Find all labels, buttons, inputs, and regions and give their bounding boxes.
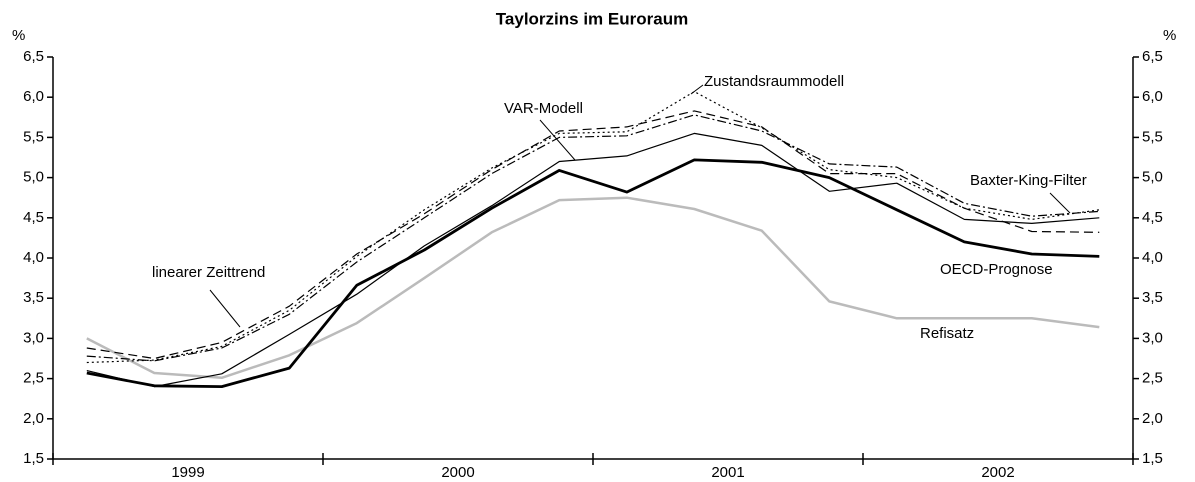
series-label: Refisatz — [920, 325, 974, 342]
series-label: linearer Zeittrend — [152, 264, 265, 281]
y-tick-label: 6,0 — [23, 88, 44, 105]
leader-line — [209, 289, 241, 328]
x-tick-label: 2002 — [981, 464, 1014, 481]
series-label: Zustandsraummodell — [704, 73, 844, 90]
y-tick-label: 4,5 — [23, 209, 44, 226]
series-line — [86, 196, 1100, 380]
series-label: Baxter-King-Filter — [970, 172, 1087, 189]
y2-unit: % — [1163, 27, 1176, 44]
y2-tick-label: 6,0 — [1142, 88, 1163, 105]
series-label: VAR-Modell — [504, 100, 583, 117]
y-tick-label: 4,0 — [23, 249, 44, 266]
y2-tick-label: 2,0 — [1142, 410, 1163, 427]
leader-line — [690, 84, 704, 95]
y2-tick-label: 3,0 — [1142, 329, 1163, 346]
chart-title: Taylorzins im Euroraum — [496, 9, 688, 28]
y-tick-label: 5,0 — [23, 169, 44, 186]
series-line — [86, 132, 1100, 388]
leader-line — [539, 119, 576, 161]
y2-tick-label: 3,5 — [1142, 289, 1163, 306]
x-tick-label: 1999 — [171, 464, 204, 481]
y2-tick-label: 4,0 — [1142, 249, 1163, 266]
leader-line — [1049, 192, 1071, 214]
y-tick-label: 6,5 — [23, 48, 44, 65]
x-tick-label: 2001 — [711, 464, 744, 481]
y-tick-label: 1,5 — [23, 450, 44, 467]
series-line — [86, 90, 1100, 364]
y2-tick-label: 6,5 — [1142, 48, 1163, 65]
x-tick-label: 2000 — [441, 464, 474, 481]
series-line — [86, 158, 1100, 389]
series-label: OECD-Prognose — [940, 261, 1053, 278]
y2-tick-label: 2,5 — [1142, 370, 1163, 387]
y-tick-label: 3,0 — [23, 329, 44, 346]
y2-tick-label: 4,5 — [1142, 209, 1163, 226]
y-tick-label: 5,5 — [23, 128, 44, 145]
y-tick-label: 3,5 — [23, 289, 44, 306]
y-tick-label: 2,5 — [23, 370, 44, 387]
series-line — [86, 110, 1100, 360]
y2-tick-label: 1,5 — [1142, 450, 1163, 467]
y2-tick-label: 5,5 — [1142, 128, 1163, 145]
y-unit: % — [12, 27, 25, 44]
series-line — [86, 114, 1100, 362]
y-tick-label: 2,0 — [23, 410, 44, 427]
y2-tick-label: 5,0 — [1142, 169, 1163, 186]
